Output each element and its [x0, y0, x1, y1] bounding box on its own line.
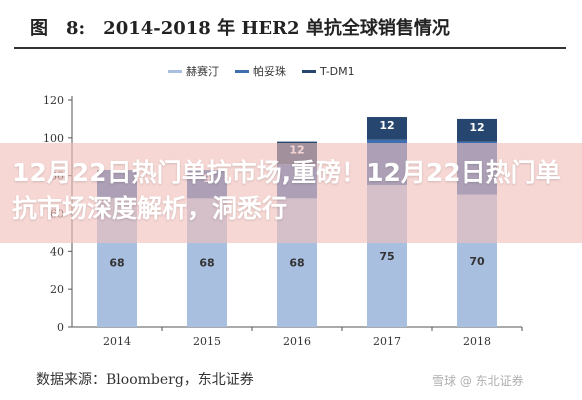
bar-segment [367, 117, 407, 140]
legend-label-tdm1: T-DM1 [320, 64, 355, 78]
figure-title: 图 8: 2014-2018 年 HER2 单抗全球销售情况 [30, 18, 450, 39]
data-label: 70 [469, 255, 485, 268]
bar-segment [457, 118, 497, 142]
legend-label-herceptin: 赫赛汀 [186, 65, 219, 78]
headline-text: 12月22日热门单抗市场,重磅！12月22日热门单抗市场深度解析，洞悉行 [12, 158, 561, 223]
data-label: 68 [109, 257, 124, 270]
data-label: 68 [289, 257, 304, 270]
legend-swatch-perjeta [235, 69, 249, 73]
legend-swatch-herceptin [168, 69, 182, 73]
source-note: 数据来源：Bloomberg，东北证券 [36, 372, 254, 388]
watermark: 雪球 @ 东北证券 [432, 374, 524, 388]
x-tick-label: 2016 [283, 335, 311, 348]
legend-swatch-tdm1 [302, 69, 316, 73]
x-tick-label: 2018 [463, 335, 491, 348]
y-tick-label: 40 [50, 245, 64, 258]
legend-item-herceptin: 赫赛汀 [168, 63, 219, 79]
legend-item-tdm1: T-DM1 [302, 63, 355, 79]
data-label: 12 [379, 119, 394, 132]
x-tick-label: 2014 [103, 335, 131, 348]
x-tick-label: 2015 [193, 335, 221, 348]
y-tick-label: 120 [43, 94, 64, 107]
data-label: 68 [199, 257, 214, 270]
legend-item-perjeta: 帕妥珠 [235, 63, 286, 79]
chart-legend: 赫赛汀 帕妥珠 T-DM1 [168, 63, 355, 79]
x-tick-label: 2017 [373, 335, 401, 348]
y-tick-label: 20 [50, 283, 64, 296]
y-tick-label: 100 [43, 132, 64, 145]
title-divider [14, 47, 566, 49]
data-label: 75 [379, 250, 394, 263]
data-label: 12 [469, 121, 484, 134]
legend-label-perjeta: 帕妥珠 [253, 65, 286, 78]
headline-overlay: 12月22日热门单抗市场,重磅！12月22日热门单抗市场深度解析，洞悉行 [0, 143, 582, 243]
y-tick-label: 0 [57, 321, 64, 334]
